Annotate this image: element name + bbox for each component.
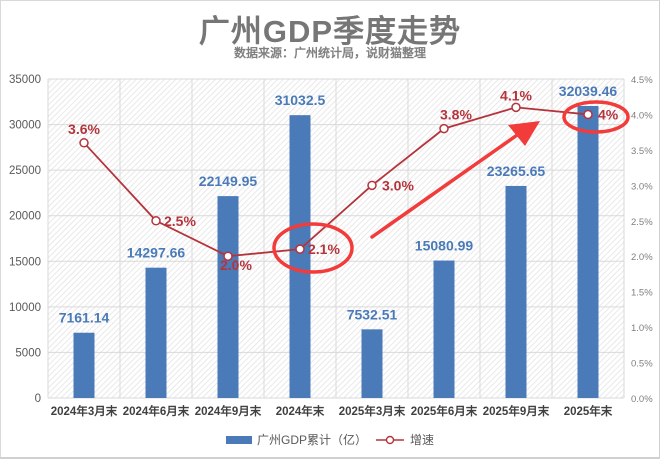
right-axis: 4.5% 4.0% 3.5% 3.0% 2.5% 2.0% 1.5% 1.0% 0.5% 0.0% [631,75,653,405]
line-point [295,244,305,254]
bar [505,185,527,398]
right-axis-tick: 2.0% [631,252,653,263]
bar-value-label: 31032.5 [275,92,326,108]
left-axis-tick: 5000 [15,347,41,359]
bar-series [73,105,599,399]
left-axis-tick: 30000 [9,120,41,132]
category-label: 2024年6月末 [123,404,190,418]
right-axis-tick: 3.0% [631,181,653,192]
line-point [151,216,161,226]
trend-arrow-icon [370,131,522,239]
bar [73,332,95,398]
growth-rate-label: 4% [598,106,619,122]
growth-rate-label: 2.1% [308,241,340,257]
left-axis-tick: 0 [35,393,41,405]
category-label: 2025年6月末 [411,404,478,418]
bar [361,329,383,398]
growth-rate-label: 2.0% [220,257,252,273]
bar [289,115,311,399]
category-label: 2024年3月末 [51,404,118,418]
legend: 广州GDP累计（亿） 增速 [0,431,660,448]
bar-value-label: 7532.51 [347,306,398,322]
category-label: 2025年9月末 [483,404,550,418]
legend-item-line: 增速 [375,431,434,448]
chart-title: 广州GDP季度走势 [198,14,462,49]
growth-rate-label: 4.1% [500,87,532,103]
category-label: 2025年3月末 [339,404,406,418]
bar-swatch-icon [225,435,252,444]
bar [433,260,455,398]
line-data-labels: 3.6% 2.5% 2.0% 2.1% 3.0% 3.8% 4.1% 4% [68,87,619,273]
right-axis-tick: 4.0% [631,110,653,121]
left-axis-tick: 10000 [9,302,41,314]
line-point [223,251,233,261]
arrowhead-icon [508,121,540,146]
left-axis-tick: 15000 [9,256,41,268]
bar [217,196,239,398]
right-axis-tick: 1.5% [631,288,653,299]
annotations [272,100,630,274]
bar-value-label: 22149.95 [199,173,258,189]
legend-line-label: 增速 [410,433,435,447]
category-label: 2024年末 [276,404,325,418]
right-axis-tick: 1.0% [631,323,653,334]
growth-rate-label: 3.6% [68,121,100,137]
gridlines [47,78,625,399]
bar [577,105,599,398]
legend-item-bar: 广州GDP累计（亿） [225,431,367,448]
growth-rate-label: 3.8% [440,107,472,123]
line-point [511,102,521,113]
line-point [367,180,377,191]
bar-value-label: 7161.14 [59,310,110,326]
left-axis-tick: 35000 [9,74,41,86]
category-label: 2024年9月末 [195,404,262,418]
line-point [79,138,89,148]
chart-subtitle: 数据来源：广州统计局，说财猫整理 [233,46,426,60]
bar-value-label: 32039.46 [559,83,618,99]
line-point [583,109,593,120]
bar-data-labels: 7161.14 14297.66 22149.95 31032.5 7532.51 150… [59,83,618,326]
line-series [79,102,593,261]
growth-rate-label: 2.5% [164,213,196,229]
left-axis-tick: 20000 [9,211,41,223]
left-axis-tick: 25000 [9,165,41,177]
bar-value-label: 23265.65 [487,163,546,179]
right-axis-tick: 0.5% [631,359,653,370]
legend-bar-label: 广州GDP累计（亿） [256,433,367,447]
highlight-ellipse [562,100,630,134]
line-marker-icon [376,435,404,444]
line-point [439,123,449,134]
growth-rate-label: 3.0% [382,177,414,193]
bar [145,267,167,398]
right-axis-tick: 2.5% [631,217,653,228]
x-axis: 2024年3月末 2024年6月末 2024年9月末 2024年末 2025年3月末 20… [51,404,613,418]
right-axis-tick: 0.0% [631,394,653,405]
right-axis-tick: 3.5% [631,146,653,157]
right-axis-tick: 4.5% [631,75,653,86]
bar-value-label: 14297.66 [127,245,186,261]
category-label: 2025年末 [564,404,613,418]
highlight-ellipse [272,222,354,274]
bar-value-label: 15080.99 [415,238,474,254]
left-axis: 35000 30000 25000 20000 15000 10000 5000 0 [9,74,41,405]
